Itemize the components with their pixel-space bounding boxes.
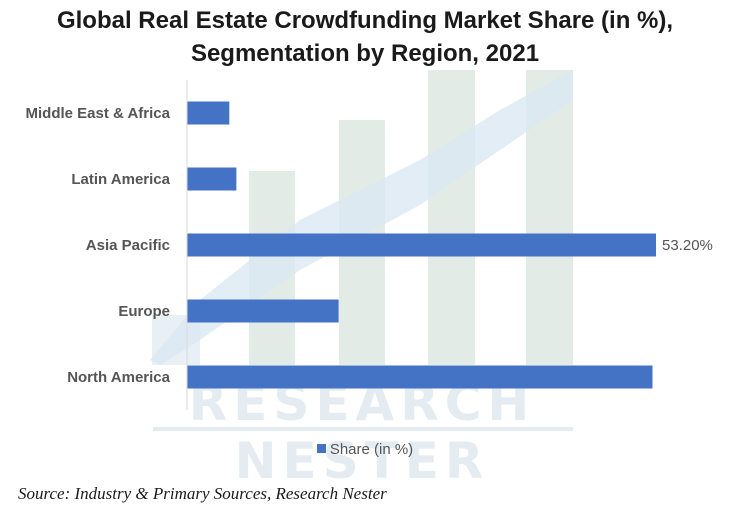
- chart-title-line-1: Global Real Estate Crowdfunding Market S…: [56, 7, 674, 34]
- plot-area: Middle East & Africa Latin America Asia Pa…: [26, 80, 713, 410]
- bar-north-america: [187, 365, 653, 389]
- source-note: Source: Industry & Primary Sources, Rese…: [18, 484, 387, 503]
- watermark-rule: [153, 427, 573, 431]
- watermark-column: [428, 70, 475, 365]
- bar-europe: [187, 299, 339, 323]
- chart-title: Global Real Estate Crowdfunding Market S…: [0, 4, 730, 70]
- bar-asia-pacific: [187, 233, 656, 257]
- legend-label: Share (in %): [329, 441, 414, 458]
- data-label: 53.20%: [662, 237, 713, 254]
- category-label: Asia Pacific: [86, 237, 170, 254]
- legend-swatch: [316, 444, 326, 453]
- category-label: Middle East & Africa: [26, 105, 171, 122]
- category-label: Europe: [118, 303, 170, 320]
- watermark-swoosh: [150, 70, 573, 365]
- chart-title-line-2: Segmentation by Region, 2021: [190, 40, 540, 67]
- watermark-logo: RESEARCH NESTER: [150, 70, 573, 490]
- category-label: Latin America: [71, 171, 170, 188]
- category-label: North America: [67, 369, 170, 386]
- legend: Share (in %): [0, 441, 730, 458]
- watermark-text-line2: NESTER: [235, 432, 490, 490]
- bar-latin-america: [187, 167, 237, 191]
- bar-middle-east-africa: [187, 101, 230, 125]
